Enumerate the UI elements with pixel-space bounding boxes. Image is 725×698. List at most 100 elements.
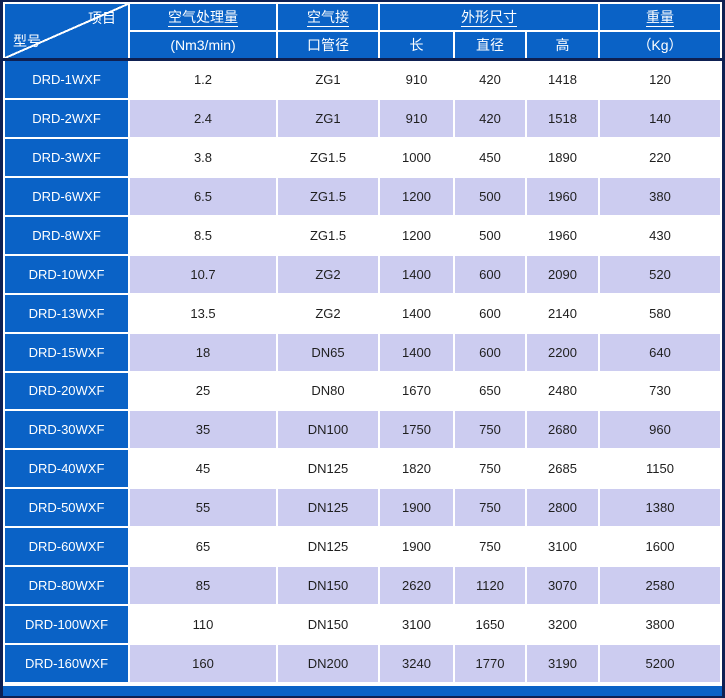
height-cell: 1960 [524, 214, 601, 256]
capacity-cell: 2.4 [128, 98, 278, 139]
capacity-cell: 85 [128, 565, 278, 607]
height-cell: 2090 [524, 253, 601, 295]
length-cell: 1400 [378, 253, 455, 295]
header-capacity-unit: (Nm3/min) [128, 30, 278, 61]
diameter-cell: 750 [453, 409, 527, 451]
height-cell: 2200 [524, 331, 601, 373]
length-cell: 3240 [378, 642, 455, 685]
length-cell: 1000 [378, 136, 455, 178]
header-capacity: 空气处理量 [128, 2, 278, 32]
model-cell: DRD-50WXF [3, 487, 130, 529]
pipe-cell: DN150 [276, 565, 380, 607]
model-cell: DRD-6WXF [3, 175, 130, 217]
weight-cell: 430 [598, 214, 722, 256]
height-cell: 1418 [524, 57, 601, 101]
length-cell: 1670 [378, 370, 455, 412]
pipe-cell: DN200 [276, 642, 380, 685]
capacity-cell: 45 [128, 448, 278, 490]
height-cell: 1890 [524, 136, 601, 178]
height-cell: 3200 [524, 604, 601, 645]
model-cell: DRD-1WXF [3, 57, 130, 101]
table-row: DRD-6WXF 6.5 ZG1.5 1200 500 1960 380 [3, 175, 722, 217]
table-row: DRD-8WXF 8.5 ZG1.5 1200 500 1960 430 [3, 214, 722, 256]
weight-cell: 140 [598, 98, 722, 139]
length-cell: 910 [378, 98, 455, 139]
pipe-cell: ZG1.5 [276, 136, 380, 178]
weight-cell: 2580 [598, 565, 722, 607]
length-cell: 1400 [378, 292, 455, 334]
diameter-cell: 420 [453, 57, 527, 101]
pipe-cell: ZG2 [276, 292, 380, 334]
pipe-cell: ZG1 [276, 57, 380, 101]
height-cell: 2480 [524, 370, 601, 412]
capacity-cell: 35 [128, 409, 278, 451]
weight-cell: 960 [598, 409, 722, 451]
model-cell: DRD-3WXF [3, 136, 130, 178]
length-cell: 1900 [378, 487, 455, 529]
weight-cell: 1600 [598, 526, 722, 568]
diameter-cell: 600 [453, 253, 527, 295]
capacity-cell: 110 [128, 604, 278, 645]
model-cell: DRD-30WXF [3, 409, 130, 451]
weight-cell: 120 [598, 57, 722, 101]
pipe-cell: DN100 [276, 409, 380, 451]
pipe-cell: ZG1.5 [276, 175, 380, 217]
corner-label-model: 型号 [13, 32, 41, 49]
length-cell: 910 [378, 57, 455, 101]
model-cell: DRD-2WXF [3, 98, 130, 139]
table-row: DRD-50WXF 55 DN125 1900 750 2800 1380 [3, 487, 722, 529]
capacity-cell: 160 [128, 642, 278, 685]
length-cell: 1200 [378, 175, 455, 217]
pipe-cell: DN125 [276, 487, 380, 529]
header-row-1: 项目 型号 空气处理量 空气接 外形尺寸 重量 [3, 2, 722, 61]
model-cell: DRD-40WXF [3, 448, 130, 490]
diameter-cell: 750 [453, 487, 527, 529]
diameter-cell: 1120 [453, 565, 527, 607]
pipe-cell: DN150 [276, 604, 380, 645]
pipe-cell: DN65 [276, 331, 380, 373]
weight-cell: 5200 [598, 642, 722, 685]
diameter-cell: 1770 [453, 642, 527, 685]
model-cell: DRD-20WXF [3, 370, 130, 412]
model-cell: DRD-15WXF [3, 331, 130, 373]
diameter-cell: 650 [453, 370, 527, 412]
diameter-cell: 750 [453, 448, 527, 490]
header-pipe-line2: 口管径 [276, 30, 380, 61]
capacity-cell: 13.5 [128, 292, 278, 334]
table-row: DRD-13WXF 13.5 ZG2 1400 600 2140 580 [3, 292, 722, 334]
capacity-cell: 55 [128, 487, 278, 529]
pipe-cell: ZG2 [276, 253, 380, 295]
weight-cell: 1380 [598, 487, 722, 529]
pipe-cell: DN125 [276, 448, 380, 490]
pipe-cell: ZG1 [276, 98, 380, 139]
length-cell: 1400 [378, 331, 455, 373]
length-cell: 1900 [378, 526, 455, 568]
header-weight: 重量 [598, 2, 722, 32]
table-row: DRD-2WXF 2.4 ZG1 910 420 1518 140 [3, 98, 722, 139]
table-row: DRD-1WXF 1.2 ZG1 910 420 1418 120 [3, 57, 722, 101]
length-cell: 1750 [378, 409, 455, 451]
model-cell: DRD-100WXF [3, 604, 130, 645]
capacity-cell: 3.8 [128, 136, 278, 178]
table-row: DRD-160WXF 160 DN200 3240 1770 3190 5200 [3, 642, 722, 685]
model-cell: DRD-80WXF [3, 565, 130, 607]
table-row: DRD-30WXF 35 DN100 1750 750 2680 960 [3, 409, 722, 451]
table-row: DRD-20WXF 25 DN80 1670 650 2480 730 [3, 370, 722, 412]
diameter-cell: 500 [453, 175, 527, 217]
diameter-cell: 750 [453, 526, 527, 568]
diameter-cell: 600 [453, 331, 527, 373]
header-length: 长 [378, 30, 455, 61]
header-pipe: 空气接 [276, 2, 380, 32]
pipe-cell: DN125 [276, 526, 380, 568]
table-body: DRD-1WXF 1.2 ZG1 910 420 1418 120 DRD-2WXF 2.4 ZG… [3, 57, 722, 685]
capacity-cell: 65 [128, 526, 278, 568]
height-cell: 1960 [524, 175, 601, 217]
model-cell: DRD-60WXF [3, 526, 130, 568]
table-row: DRD-100WXF 110 DN150 3100 1650 3200 3800 [3, 604, 722, 645]
table-row: DRD-60WXF 65 DN125 1900 750 3100 1600 [3, 526, 722, 568]
weight-cell: 380 [598, 175, 722, 217]
header-dimensions-label: 外形尺寸 [461, 9, 517, 25]
capacity-cell: 1.2 [128, 57, 278, 101]
height-cell: 3190 [524, 642, 601, 685]
